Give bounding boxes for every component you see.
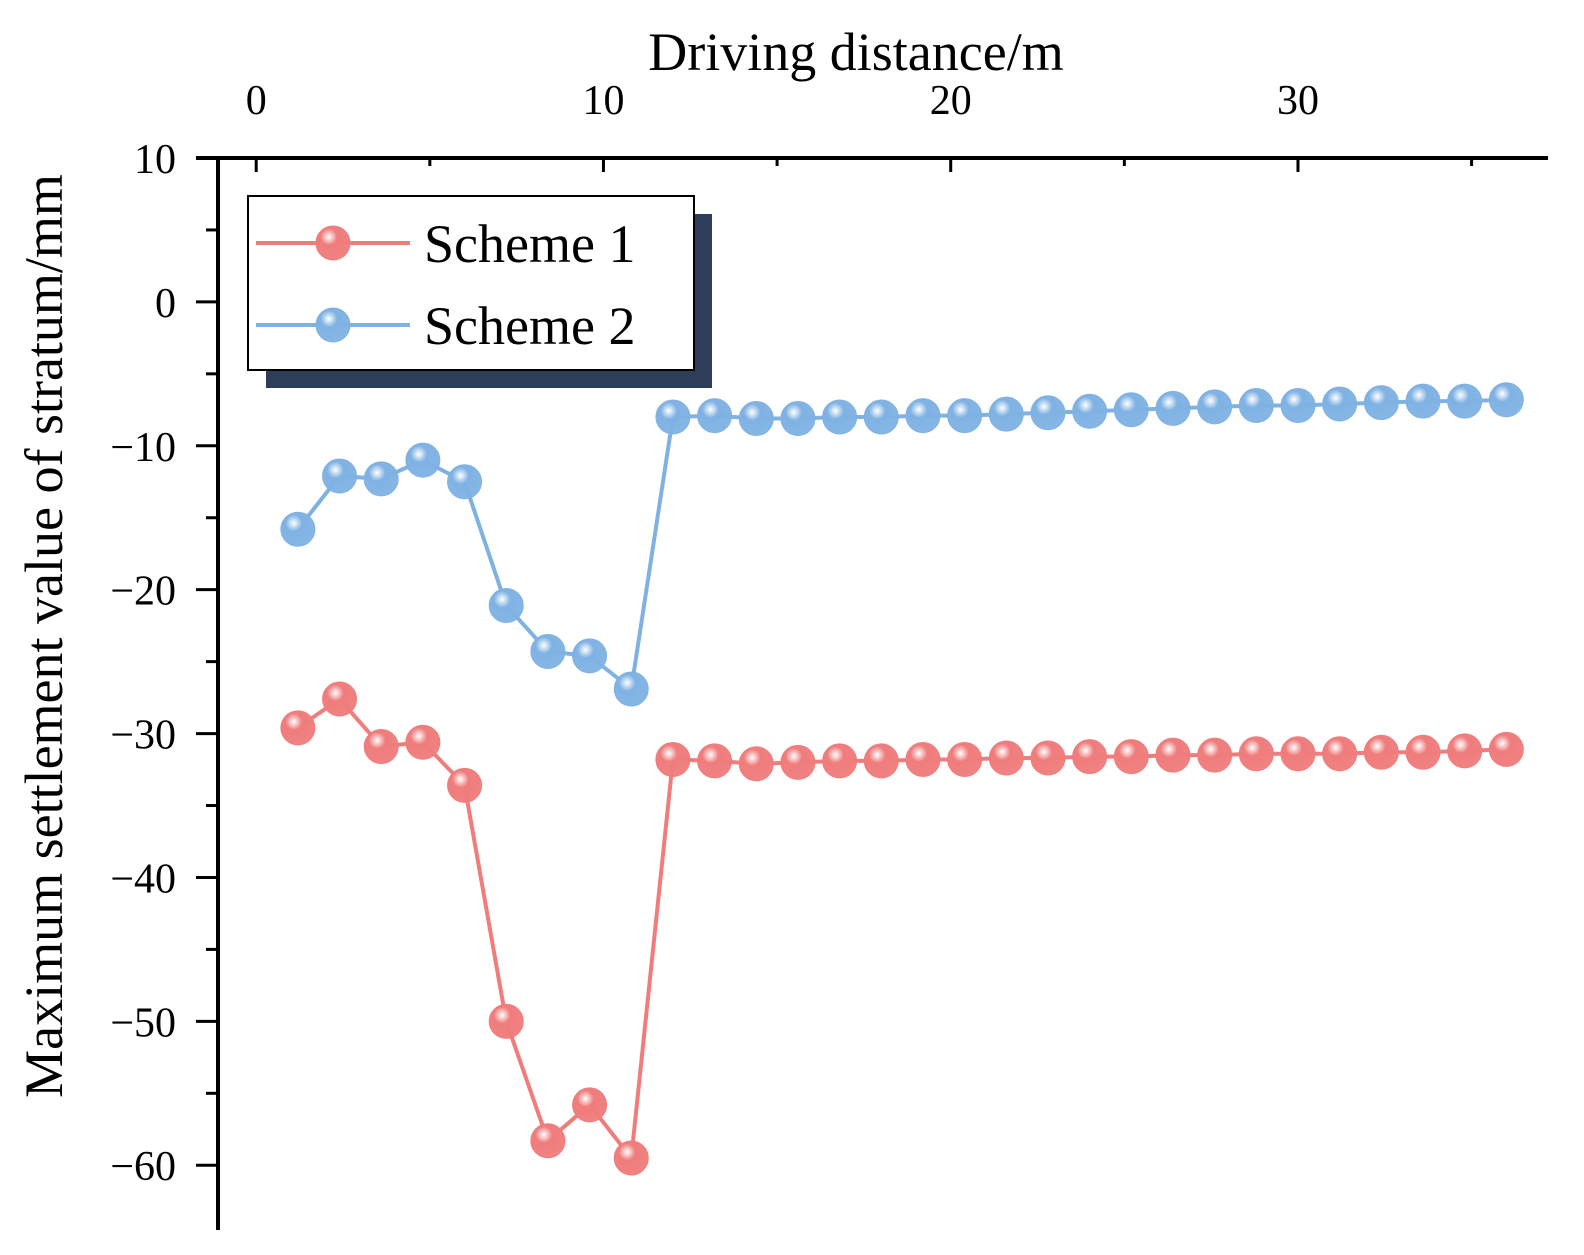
data-point-scheme-2 bbox=[613, 671, 649, 707]
legend-label-scheme-2: Scheme 2 bbox=[424, 296, 635, 356]
series-line-scheme-1 bbox=[296, 696, 1507, 1164]
plot-area bbox=[280, 382, 1524, 1176]
y-tick-label: −60 bbox=[110, 1144, 176, 1190]
data-point-scheme-2 bbox=[1405, 383, 1441, 419]
legend: Scheme 1 Scheme 2 bbox=[247, 195, 712, 388]
data-point-scheme-2 bbox=[780, 400, 816, 436]
series-scheme-1 bbox=[280, 681, 1524, 1176]
data-point-scheme-2 bbox=[1030, 395, 1066, 431]
data-point-scheme-1 bbox=[1197, 737, 1233, 773]
data-point-scheme-2 bbox=[1322, 386, 1358, 422]
data-point-scheme-1 bbox=[447, 767, 483, 803]
data-point-scheme-1 bbox=[1238, 736, 1274, 772]
data-point-scheme-1 bbox=[1155, 737, 1191, 773]
data-point-scheme-1 bbox=[1280, 736, 1316, 772]
data-point-scheme-2 bbox=[1197, 389, 1233, 425]
data-point-scheme-2 bbox=[738, 400, 774, 436]
data-point-scheme-1 bbox=[1447, 733, 1483, 769]
data-point-scheme-2 bbox=[322, 458, 358, 494]
data-point-scheme-2 bbox=[405, 442, 441, 478]
data-point-scheme-1 bbox=[780, 744, 816, 780]
y-axis-title: Maximum settlement value of stratum/mm bbox=[14, 174, 74, 1098]
legend-label-scheme-1: Scheme 1 bbox=[424, 214, 635, 274]
y-tick-label: 0 bbox=[155, 281, 176, 327]
data-point-scheme-2 bbox=[1155, 390, 1191, 426]
data-point-scheme-1 bbox=[530, 1123, 566, 1159]
data-point-scheme-2 bbox=[1238, 387, 1274, 423]
data-point-scheme-1 bbox=[988, 740, 1024, 776]
y-tick-label: −10 bbox=[110, 425, 176, 471]
data-point-scheme-1 bbox=[405, 724, 441, 760]
y-tick-label: −50 bbox=[110, 1000, 176, 1046]
x-tick-label: 30 bbox=[1277, 78, 1319, 124]
data-point-scheme-1 bbox=[363, 729, 399, 765]
data-point-scheme-2 bbox=[905, 398, 941, 434]
legend-marker-scheme-2 bbox=[315, 307, 351, 343]
data-point-scheme-1 bbox=[1488, 731, 1524, 767]
data-point-scheme-1 bbox=[1030, 740, 1066, 776]
data-point-scheme-1 bbox=[1113, 739, 1149, 775]
data-point-scheme-2 bbox=[572, 638, 608, 674]
data-point-scheme-2 bbox=[1072, 393, 1108, 429]
x-tick-label: 0 bbox=[246, 78, 267, 124]
axis-ticks: 0 10 20 30 10 0 −10 −20 −30 −40 −50 −60 bbox=[110, 78, 1474, 1190]
x-axis-title: Driving distance/m bbox=[648, 22, 1063, 82]
data-point-scheme-1 bbox=[572, 1087, 608, 1123]
data-point-scheme-2 bbox=[530, 634, 566, 670]
x-tick-label: 20 bbox=[930, 78, 972, 124]
data-point-scheme-1 bbox=[1363, 734, 1399, 770]
data-point-scheme-1 bbox=[697, 743, 733, 779]
data-point-scheme-2 bbox=[1447, 383, 1483, 419]
x-tick-label: 10 bbox=[582, 78, 624, 124]
data-point-scheme-1 bbox=[1405, 734, 1441, 770]
data-point-scheme-1 bbox=[655, 741, 691, 777]
data-point-scheme-1 bbox=[280, 710, 316, 746]
data-point-scheme-1 bbox=[1072, 739, 1108, 775]
data-point-scheme-1 bbox=[863, 743, 899, 779]
data-point-scheme-2 bbox=[280, 511, 316, 547]
y-tick-label: −20 bbox=[110, 569, 176, 615]
data-point-scheme-1 bbox=[1322, 736, 1358, 772]
data-point-scheme-2 bbox=[947, 398, 983, 434]
data-point-scheme-2 bbox=[697, 398, 733, 434]
data-point-scheme-2 bbox=[988, 396, 1024, 432]
data-point-scheme-1 bbox=[738, 746, 774, 782]
data-point-scheme-1 bbox=[488, 1003, 524, 1039]
y-tick-label: −40 bbox=[110, 856, 176, 902]
series-line-scheme-2 bbox=[296, 397, 1507, 693]
data-point-scheme-1 bbox=[613, 1140, 649, 1176]
data-point-scheme-2 bbox=[447, 464, 483, 500]
y-tick-label: −30 bbox=[110, 713, 176, 759]
data-point-scheme-2 bbox=[822, 399, 858, 435]
data-point-scheme-2 bbox=[655, 399, 691, 435]
data-point-scheme-2 bbox=[488, 588, 524, 624]
data-point-scheme-2 bbox=[1488, 382, 1524, 418]
data-point-scheme-1 bbox=[322, 681, 358, 717]
series-scheme-2 bbox=[280, 382, 1524, 707]
data-point-scheme-2 bbox=[1113, 392, 1149, 428]
data-point-scheme-2 bbox=[1280, 387, 1316, 423]
data-point-scheme-1 bbox=[822, 743, 858, 779]
data-point-scheme-2 bbox=[363, 461, 399, 497]
data-point-scheme-2 bbox=[1363, 385, 1399, 421]
data-point-scheme-2 bbox=[863, 399, 899, 435]
legend-box bbox=[247, 195, 695, 371]
legend-marker-scheme-1 bbox=[315, 225, 351, 261]
data-point-scheme-1 bbox=[947, 741, 983, 777]
data-point-scheme-1 bbox=[905, 741, 941, 777]
y-tick-label: 10 bbox=[134, 137, 176, 183]
